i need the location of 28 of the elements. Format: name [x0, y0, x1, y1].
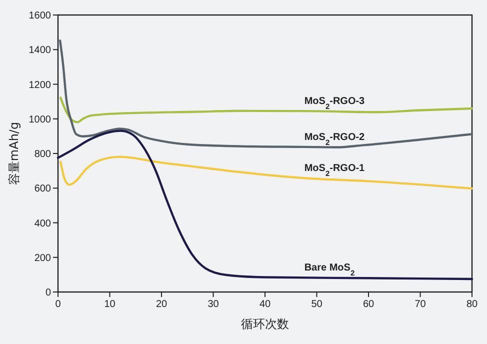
x-tick-label: 0: [55, 299, 62, 310]
y-tick-label: 1600: [28, 10, 52, 22]
series-label: MoS$_{2}$-RGO-1: [304, 163, 366, 178]
line-series: [56, 130, 474, 280]
x-axis-title: 循环次数: [241, 317, 289, 331]
y-tick-label: 800: [34, 149, 52, 160]
y-tick-label: 400: [34, 218, 52, 230]
x-tick-label: 70: [414, 299, 426, 310]
y-tick-label: 0: [45, 288, 52, 298]
y-tick-label: 200: [34, 252, 52, 264]
x-tick-label: 40: [259, 299, 271, 310]
y-tick-label: 1400: [28, 45, 52, 56]
series-label: MoS$_{2}$-RGO-2: [304, 132, 366, 146]
y-tick-label: 600: [34, 184, 52, 195]
y-tick-label: 1200: [28, 80, 52, 91]
x-tick-label: 60: [362, 299, 374, 310]
x-tick-label: 30: [208, 299, 220, 310]
x-tick-label: 50: [311, 299, 323, 310]
x-tick-label: 80: [466, 299, 478, 310]
x-tick-label: 10: [104, 299, 116, 310]
series-label: MoS$_{2}$-RGO-3: [304, 96, 366, 111]
line-series: [58, 40, 474, 148]
line-series: [59, 156, 474, 190]
y-tick-label: 1000: [28, 114, 52, 126]
series-label: Bare MoS$_{2}$: [304, 262, 355, 278]
y-axis-title: 容量mAh/g: [7, 122, 21, 186]
line-series: [59, 96, 474, 124]
x-tick-label: 20: [156, 299, 168, 310]
